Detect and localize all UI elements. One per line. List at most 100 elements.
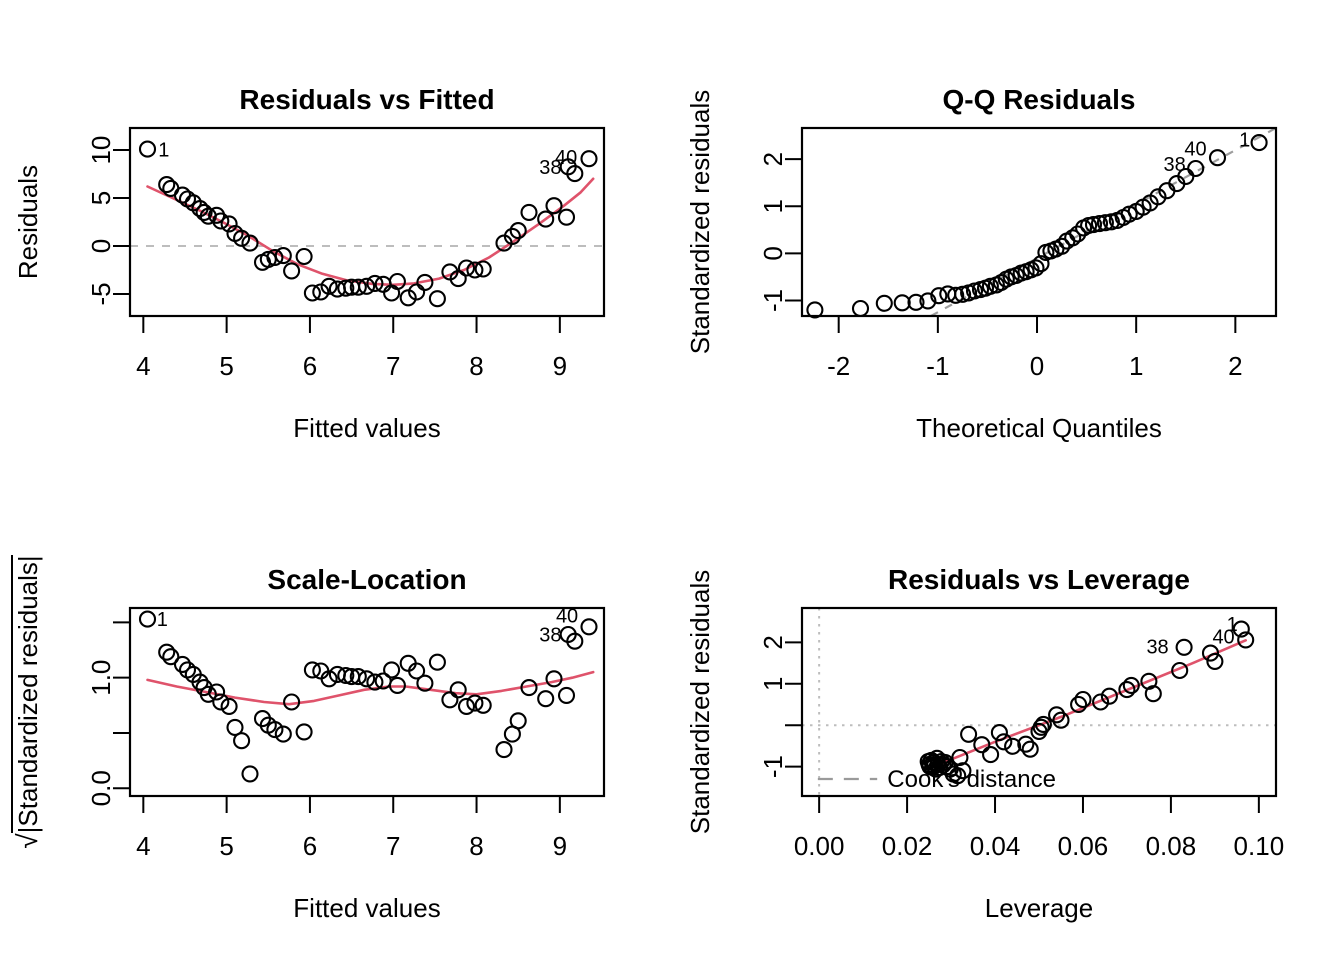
data-point — [212, 212, 230, 230]
data-point — [951, 748, 969, 767]
data-point — [1064, 229, 1082, 247]
y-tick-label: 0 — [758, 246, 788, 260]
data-point — [466, 261, 484, 279]
radical-sign: √ — [12, 833, 43, 849]
data-point — [283, 693, 301, 711]
residuals-vs-fitted-panel: 4 5 6 7 8 9 -5 0 5 10 1 38 40 Residuals vs Fitted Fi… — [0, 0, 672, 480]
y-axis-title: Standardized residuals — [682, 522, 718, 882]
x-tick-label: -1 — [926, 351, 949, 381]
plot-title: Residuals vs Fitted — [239, 84, 495, 115]
data-point — [428, 290, 446, 308]
x-tick-label: 8 — [469, 351, 483, 381]
x-tick-label: 8 — [469, 831, 483, 861]
data-point — [1175, 638, 1193, 656]
data-point — [138, 140, 157, 158]
observation-label-38: 38 — [539, 157, 561, 179]
y-tick-label: 2 — [758, 635, 788, 649]
x-tick-label: 0.02 — [882, 831, 933, 861]
data-point — [919, 292, 937, 310]
data-point — [1004, 737, 1022, 755]
y-tick-label: 10 — [86, 136, 116, 165]
data-point — [1232, 620, 1250, 638]
data-point — [1149, 188, 1167, 206]
data-point — [495, 741, 513, 759]
data-point — [199, 685, 217, 703]
data-point — [557, 686, 576, 704]
plot-data-region — [130, 177, 604, 287]
data-point — [295, 247, 313, 266]
y-axis-title-text: Residuals — [13, 164, 43, 280]
data-point — [457, 259, 476, 277]
plot-title: Scale-Location — [267, 564, 467, 595]
data-point — [1100, 687, 1118, 705]
y-axis-title: Standardized residuals — [682, 42, 718, 402]
data-point — [875, 294, 893, 312]
data-point — [537, 210, 555, 228]
data-point — [274, 725, 292, 743]
data-point — [449, 681, 467, 699]
cooks-distance-legend-label: Cook's distance — [887, 766, 1056, 793]
data-point — [388, 676, 406, 694]
x-axis-title: Fitted values — [293, 413, 441, 443]
data-point — [1074, 690, 1092, 709]
plot-title: Q-Q Residuals — [942, 84, 1136, 115]
data-point — [1096, 214, 1114, 232]
y-axis-title-text: Standardized residuals — [685, 569, 715, 835]
data-point — [520, 679, 538, 697]
plot-box — [128, 606, 606, 798]
data-point — [503, 227, 521, 245]
data-point — [1208, 149, 1227, 167]
observation-label-38: 38 — [1164, 154, 1186, 176]
data-point — [457, 697, 476, 715]
data-point — [1027, 259, 1045, 277]
data-point — [954, 762, 972, 780]
data-point — [388, 272, 406, 291]
data-point — [158, 176, 176, 194]
x-tick-label: -2 — [827, 351, 850, 381]
x-tick-label: 5 — [219, 351, 233, 381]
scale-location-panel: 4 5 6 7 8 9 0.0 1.0 1 38 40 Scale-Location Fitted … — [0, 480, 672, 960]
x-tick-label: 0.04 — [970, 831, 1021, 861]
data-point — [399, 289, 417, 307]
data-point — [162, 648, 180, 666]
x-axis-title: Leverage — [984, 893, 1094, 923]
data-point — [960, 725, 978, 743]
data-point — [981, 277, 999, 295]
data-point — [295, 723, 313, 741]
data-point — [545, 197, 563, 215]
y-tick-label: -5 — [86, 282, 116, 305]
data-point — [520, 203, 538, 221]
data-point — [158, 643, 176, 661]
data-point — [274, 247, 292, 265]
data-point — [1206, 652, 1224, 670]
data-point — [358, 277, 376, 295]
y-tick-label: -1 — [758, 289, 788, 312]
plot-box — [800, 606, 1278, 798]
data-point — [428, 653, 446, 671]
data-point — [303, 661, 321, 679]
data-point — [1090, 215, 1109, 233]
data-point — [408, 662, 426, 680]
data-point — [1187, 159, 1205, 178]
x-tick-label: 0.00 — [794, 831, 845, 861]
x-tick-label: 7 — [386, 351, 400, 381]
data-point — [337, 279, 355, 297]
data-point — [1144, 685, 1162, 703]
data-point — [995, 733, 1013, 751]
data-point — [537, 690, 555, 708]
y-tick-label: -1 — [758, 755, 788, 778]
data-point — [965, 282, 984, 300]
x-tick-label: 9 — [553, 351, 567, 381]
y-tick-label: 1 — [758, 677, 788, 691]
residuals-vs-leverage-canvas: 0.00 0.02 0.04 0.06 0.08 0.10-112 38 401Cook's … — [758, 606, 1284, 861]
observation-label-1: 1 — [1227, 614, 1238, 636]
plot-box — [128, 126, 606, 318]
data-point — [973, 736, 991, 754]
data-point — [220, 215, 238, 233]
data-point — [283, 262, 301, 280]
data-point — [303, 284, 321, 302]
y-axis-title-text: Standardized residuals — [685, 89, 715, 355]
data-point — [509, 712, 527, 730]
plot-title: Residuals vs Leverage — [888, 564, 1190, 595]
data-point — [474, 696, 492, 714]
